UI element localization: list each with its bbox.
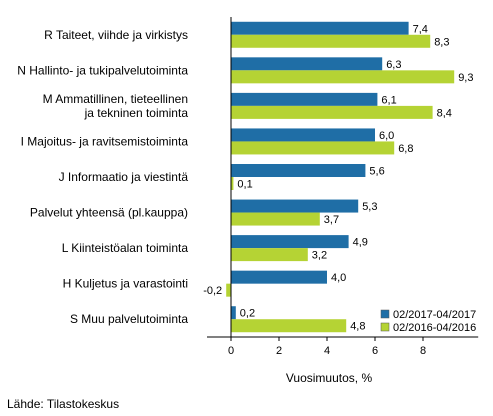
data-label: 4,8 [350, 321, 365, 333]
bar [231, 248, 308, 262]
category-label: ja tekninen toiminta [84, 106, 189, 120]
category-label: I Majoitus- ja ravitsemistoiminta [21, 134, 189, 148]
data-label: -0,2 [203, 285, 222, 297]
data-label: 5,3 [362, 201, 377, 213]
bar [231, 212, 320, 226]
x-tick-label: 6 [372, 345, 378, 357]
bar [231, 235, 349, 249]
legend-label: 02/2017-04/2017 [393, 309, 476, 321]
bar [231, 141, 395, 155]
data-label: 8,3 [434, 36, 449, 48]
x-ticks-layer: 0 2 4 6 8 [228, 337, 426, 357]
category-label: H Kuljetus ja varastointi [63, 277, 188, 291]
data-label: 8,4 [437, 107, 452, 119]
category-label: N Hallinto- ja tukipalvelutoiminta [17, 63, 188, 77]
bar [231, 21, 409, 35]
bar [231, 70, 455, 84]
category-label: S Muu palvelutoiminta [70, 312, 188, 326]
x-tick-label: 8 [420, 345, 426, 357]
data-label: 4,0 [331, 272, 346, 284]
bar [231, 34, 431, 48]
bar [231, 199, 359, 213]
data-label: 5,6 [369, 166, 384, 178]
data-label: 4,9 [353, 237, 368, 249]
bar [231, 319, 347, 333]
bar [231, 164, 366, 177]
category-label: M Ammatillinen, tieteellinen [43, 92, 188, 106]
bar [231, 105, 433, 119]
data-label: 7,4 [413, 23, 428, 35]
legend-swatch [380, 309, 390, 319]
category-label: Palvelut yhteensä (pl.kauppa) [30, 206, 188, 220]
data-label: 0,1 [237, 179, 252, 191]
data-label: 6,1 [381, 94, 396, 106]
data-label: 0,2 [240, 308, 255, 320]
bar [231, 177, 234, 190]
data-label: 6,3 [386, 59, 401, 71]
category-label: J Informaatio ja viestintä [59, 170, 189, 184]
category-label: L Kiinteistöalan toiminta [62, 241, 189, 255]
x-axis-label: Vuosimuutos, % [286, 371, 373, 385]
x-tick-label: 2 [276, 345, 282, 357]
legend-swatch [380, 322, 390, 332]
bar [231, 92, 378, 106]
category-label: R Taiteet, viihde ja virkistys [44, 28, 188, 42]
value-labels-layer: 7,4 8,3 6,3 9,3 6,1 8,4 6,0 6,8 5,6 0,1 5,3 3,7 4,9 3… [203, 23, 473, 332]
bar [231, 57, 383, 71]
data-label: 3,2 [312, 250, 327, 262]
data-label: 9,3 [458, 72, 473, 84]
bars-layer [226, 21, 455, 333]
bar [231, 128, 375, 142]
x-tick-label: 0 [228, 345, 234, 357]
category-labels-layer: R Taiteet, viihde ja virkistys N Hallinto… [17, 28, 188, 326]
x-tick-label: 4 [324, 345, 330, 357]
legend-label: 02/2016-04/2016 [393, 322, 476, 334]
bar [231, 270, 327, 284]
bar [226, 283, 231, 297]
bar [231, 306, 236, 320]
source-note: Lähde: Tilastokeskus [7, 397, 119, 411]
data-label: 6,0 [379, 130, 394, 142]
data-label: 6,8 [398, 143, 413, 155]
data-label: 3,7 [324, 214, 339, 226]
